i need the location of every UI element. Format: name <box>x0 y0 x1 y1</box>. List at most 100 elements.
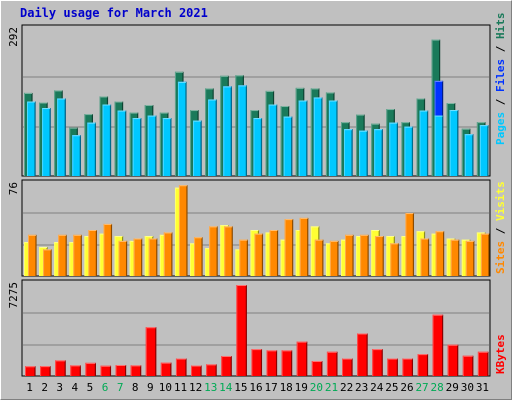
sites-bar <box>314 239 323 276</box>
pages-bar <box>298 100 307 176</box>
sites-bar <box>118 240 127 276</box>
pages-bar <box>238 85 247 176</box>
x-tick-label: 22 <box>340 381 353 394</box>
kbytes-bar <box>387 358 398 376</box>
pages-bar <box>419 110 428 176</box>
pages-bar <box>389 122 398 176</box>
sites-bar <box>209 226 218 276</box>
x-tick-label: 2 <box>41 381 48 394</box>
sites-bar <box>88 230 97 276</box>
legend-entry: Visits <box>494 181 507 221</box>
pages-bar <box>359 130 368 176</box>
legend-hits-files-pages: Pages / Files / Hits <box>494 13 507 146</box>
pages-bar <box>374 129 383 176</box>
x-tick-label: 19 <box>295 381 308 394</box>
x-tick-label: 31 <box>476 381 489 394</box>
pages-bar <box>177 81 186 176</box>
pages-bar <box>132 118 141 176</box>
kbytes-bar <box>402 358 413 376</box>
x-tick-label: 3 <box>56 381 63 394</box>
kbytes-bar <box>447 344 458 376</box>
sites-bar <box>239 239 248 276</box>
x-tick-label: 8 <box>132 381 139 394</box>
x-tick-label: 16 <box>249 381 262 394</box>
panel-1-max-label: 292 <box>7 27 20 47</box>
sites-bar <box>450 239 459 276</box>
panel-2-max-label: 76 <box>7 182 20 195</box>
sites-bar <box>329 240 338 276</box>
sites-bar <box>299 217 308 276</box>
pages-bar <box>434 115 443 176</box>
pages-bar <box>223 86 232 176</box>
x-tick-label: 17 <box>264 381 277 394</box>
pages-bar <box>283 116 292 176</box>
x-tick-label: 12 <box>189 381 202 394</box>
kbytes-bar <box>251 349 262 376</box>
kbytes-bar <box>85 362 96 376</box>
x-tick-label: 4 <box>72 381 79 394</box>
kbytes-bar <box>462 355 473 376</box>
kbytes-bar <box>175 358 186 376</box>
x-tick-label: 7 <box>117 381 124 394</box>
legend-entry: Files <box>494 59 507 92</box>
pages-bar <box>449 110 458 176</box>
pages-bar <box>162 118 171 176</box>
sites-bar <box>133 238 142 276</box>
kbytes-bar <box>191 365 202 376</box>
sites-bar <box>224 226 233 276</box>
pages-bar <box>479 125 488 176</box>
x-tick-label: 5 <box>87 381 94 394</box>
x-tick-label: 29 <box>446 381 459 394</box>
pages-bar <box>193 120 202 176</box>
kbytes-bar <box>417 354 428 376</box>
x-tick-label: 10 <box>159 381 172 394</box>
sites-bar <box>148 238 157 276</box>
visits-bar <box>250 230 259 276</box>
pages-bar <box>464 134 473 176</box>
sites-bar <box>254 233 263 276</box>
legend-entry: Pages <box>494 112 507 145</box>
kbytes-bar <box>266 350 277 376</box>
legend-entry: Hits <box>494 13 507 40</box>
x-tick-label: 25 <box>385 381 398 394</box>
pages-bar <box>42 108 51 176</box>
kbytes-bar <box>342 358 353 376</box>
panel-3-max-label: 7275 <box>7 282 20 309</box>
kbytes-bar <box>40 366 51 376</box>
kbytes-bar <box>115 364 126 376</box>
kbytes-bar <box>326 351 337 376</box>
pages-bar <box>72 135 81 176</box>
kbytes-bar <box>432 314 443 376</box>
sites-bar <box>284 219 293 276</box>
legend-kbytes: KBytes <box>494 334 507 374</box>
kbytes-bar <box>311 360 322 376</box>
x-tick-label: 18 <box>280 381 293 394</box>
pages-bar <box>147 115 156 176</box>
pages-bar <box>268 104 277 176</box>
pages-bar <box>253 118 262 176</box>
x-tick-label: 9 <box>147 381 154 394</box>
pages-bar <box>102 104 111 176</box>
x-tick-label: 27 <box>415 381 428 394</box>
x-tick-label: 15 <box>234 381 247 394</box>
sites-bar <box>480 233 489 276</box>
pages-bar <box>208 99 217 176</box>
kbytes-bar <box>100 365 111 376</box>
kbytes-bar <box>296 341 307 376</box>
sites-bar <box>345 234 354 276</box>
sites-bar <box>360 234 369 276</box>
pages-bar <box>117 110 126 176</box>
legend-entry: KBytes <box>494 334 507 374</box>
pages-bar <box>57 98 66 176</box>
pages-bar <box>87 122 96 176</box>
sites-bar <box>28 234 36 276</box>
pages-bar <box>404 126 413 176</box>
x-tick-label: 23 <box>355 381 368 394</box>
sites-bar <box>405 213 414 276</box>
kbytes-bar <box>477 351 488 376</box>
sites-bar <box>269 230 278 276</box>
sites-bar <box>375 236 384 276</box>
pages-bar <box>328 100 337 176</box>
kbytes-bar <box>206 364 217 376</box>
